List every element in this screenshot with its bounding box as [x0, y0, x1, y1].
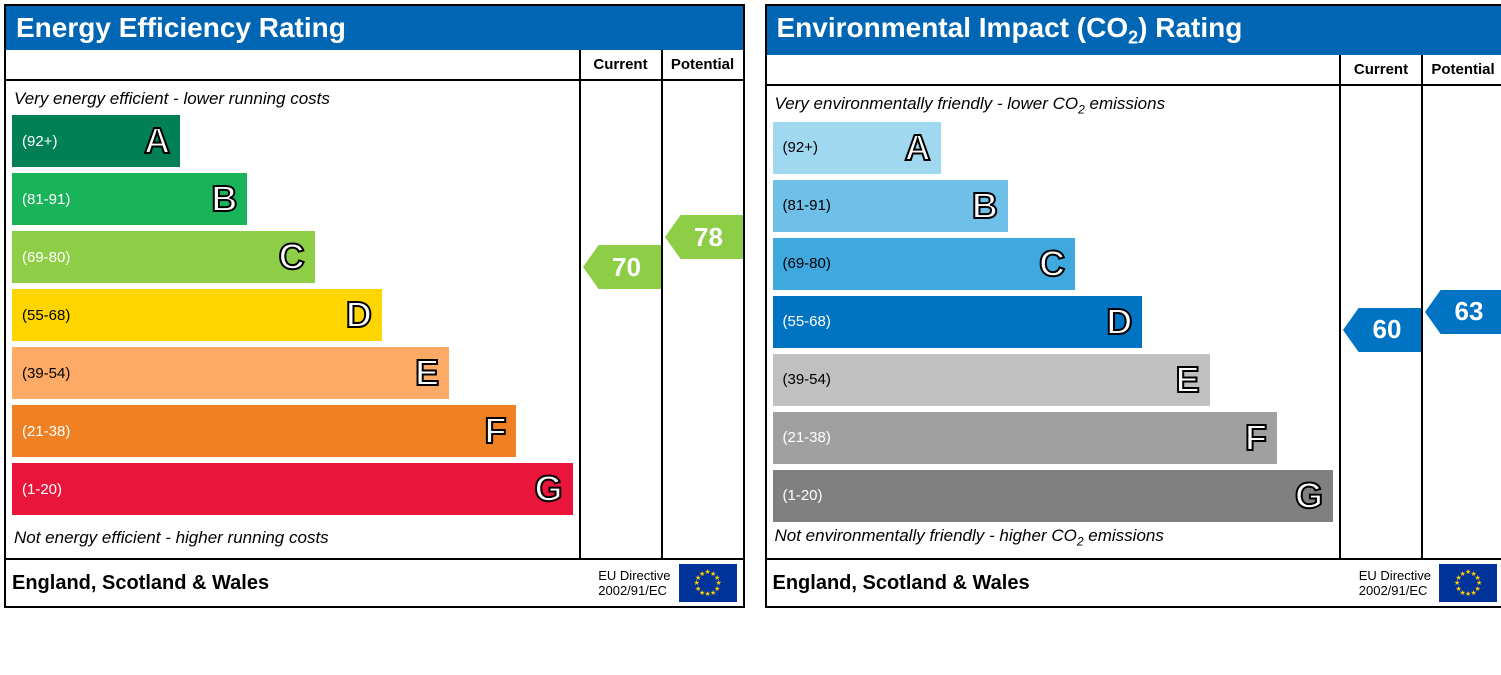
eu-flag-icon: ★★★★★★★★★★★★: [679, 564, 737, 602]
eu-flag-icon: ★★★★★★★★★★★★: [1439, 564, 1497, 602]
rating-band-e: (39-54) E: [773, 354, 1210, 406]
band-letter: E: [415, 352, 439, 394]
potential-value: 63: [1425, 296, 1501, 327]
rating-band-f: (21-38) F: [773, 412, 1277, 464]
rating-band-g: (1-20) G: [773, 470, 1334, 522]
band-range: (21-38): [12, 423, 70, 440]
chart-body: Very environmentally friendly - lower CO…: [767, 86, 1501, 559]
header-row: CurrentPotential: [6, 50, 743, 81]
band-letter: B: [972, 185, 998, 227]
band-range: (81-91): [12, 191, 70, 208]
band-range: (92+): [12, 133, 57, 150]
band-range: (21-38): [773, 429, 831, 446]
potential-column: 63: [1421, 86, 1501, 559]
band-range: (81-91): [773, 197, 831, 214]
band-range: (55-68): [12, 307, 70, 324]
band-range: (1-20): [773, 487, 823, 504]
bottom-note: Not energy efficient - higher running co…: [12, 524, 573, 554]
rating-band-g: (1-20) G: [12, 463, 573, 515]
rating-band-b: (81-91) B: [12, 173, 247, 225]
rating-band-e: (39-54) E: [12, 347, 449, 399]
current-value: 70: [583, 252, 661, 283]
region-label: England, Scotland & Wales: [773, 572, 1359, 595]
environmental-impact-chart: Environmental Impact (CO2) RatingCurrent…: [765, 4, 1501, 608]
directive-label: EU Directive2002/91/EC: [598, 568, 678, 598]
band-letter: G: [534, 468, 562, 510]
band-letter: F: [1245, 417, 1267, 459]
band-letter: E: [1176, 359, 1200, 401]
header-row: CurrentPotential: [767, 55, 1501, 86]
rating-band-d: (55-68) D: [12, 289, 382, 341]
bottom-note: Not environmentally friendly - higher CO…: [773, 522, 1334, 554]
rating-band-c: (69-80) C: [12, 231, 315, 283]
band-letter: A: [144, 120, 170, 162]
band-range: (39-54): [12, 365, 70, 382]
current-pointer: 60: [1343, 308, 1421, 352]
band-letter: C: [1039, 243, 1065, 285]
footer-row: England, Scotland & WalesEU Directive200…: [6, 558, 743, 606]
current-pointer: 70: [583, 245, 661, 289]
rating-band-a: (92+) A: [12, 115, 180, 167]
top-note: Very environmentally friendly - lower CO…: [773, 90, 1334, 122]
band-letter: G: [1295, 475, 1323, 517]
chart-title: Environmental Impact (CO2) Rating: [767, 6, 1501, 55]
band-range: (69-80): [773, 255, 831, 272]
band-letter: D: [1106, 301, 1132, 343]
rating-band-d: (55-68) D: [773, 296, 1143, 348]
energy-efficiency-chart: Energy Efficiency RatingCurrentPotential…: [4, 4, 745, 608]
bars-wrap: (92+) A (81-91) B (69-80) C (55-68) D (39-54) E (2…: [12, 115, 573, 524]
header-potential: Potential: [1421, 55, 1501, 84]
rating-band-a: (92+) A: [773, 122, 941, 174]
band-letter: A: [905, 127, 931, 169]
band-range: (55-68): [773, 313, 831, 330]
rating-band-b: (81-91) B: [773, 180, 1008, 232]
chart-title: Energy Efficiency Rating: [6, 6, 743, 50]
potential-pointer: 78: [665, 215, 743, 259]
directive-label: EU Directive2002/91/EC: [1359, 568, 1439, 598]
band-letter: C: [279, 236, 305, 278]
current-column: 60: [1339, 86, 1421, 559]
potential-value: 78: [665, 222, 743, 253]
header-current: Current: [579, 50, 661, 79]
current-value: 60: [1343, 314, 1421, 345]
rating-band-f: (21-38) F: [12, 405, 516, 457]
rating-band-c: (69-80) C: [773, 238, 1076, 290]
band-range: (1-20): [12, 481, 62, 498]
bars-area: Very environmentally friendly - lower CO…: [767, 86, 1340, 559]
band-range: (39-54): [773, 371, 831, 388]
top-note: Very energy efficient - lower running co…: [12, 85, 573, 115]
bars-area: Very energy efficient - lower running co…: [6, 81, 579, 558]
bars-wrap: (92+) A (81-91) B (69-80) C (55-68) D (39-54) E (2…: [773, 122, 1334, 522]
header-current: Current: [1339, 55, 1421, 84]
band-range: (69-80): [12, 249, 70, 266]
footer-row: England, Scotland & WalesEU Directive200…: [767, 558, 1501, 606]
region-label: England, Scotland & Wales: [12, 572, 598, 595]
band-letter: D: [346, 294, 372, 336]
band-letter: F: [484, 410, 506, 452]
current-column: 70: [579, 81, 661, 558]
band-letter: B: [211, 178, 237, 220]
potential-pointer: 63: [1425, 290, 1501, 334]
chart-body: Very energy efficient - lower running co…: [6, 81, 743, 558]
band-range: (92+): [773, 139, 818, 156]
header-potential: Potential: [661, 50, 743, 79]
potential-column: 78: [661, 81, 743, 558]
